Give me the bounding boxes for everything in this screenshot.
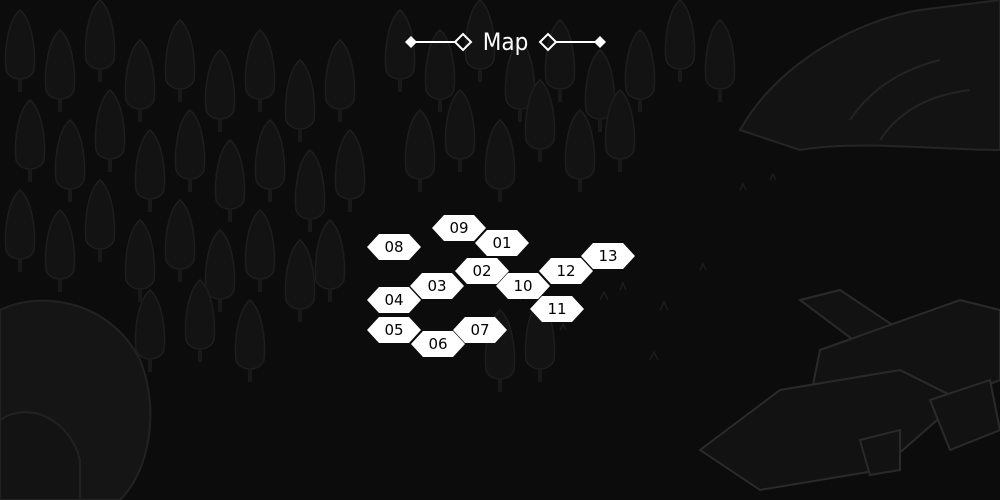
level-label: 09 (449, 219, 469, 237)
level-node-07[interactable]: 07 (453, 317, 507, 343)
hexagon-icon (475, 230, 529, 256)
level-node-12[interactable]: 12 (539, 258, 593, 284)
level-node-05[interactable]: 05 (367, 317, 421, 343)
level-label: 02 (472, 262, 492, 280)
level-label: 11 (547, 300, 567, 318)
level-label: 03 (427, 277, 447, 295)
hexagon-icon (581, 243, 635, 269)
hexagon-icon (411, 331, 465, 357)
hexagon-icon (432, 215, 486, 241)
level-label: 06 (428, 335, 448, 353)
level-label: 04 (384, 291, 404, 309)
left-diamond-ornament-icon (405, 32, 473, 52)
level-node-02[interactable]: 02 (455, 258, 509, 284)
level-node-04[interactable]: 04 (367, 287, 421, 313)
level-label: 08 (384, 238, 404, 256)
level-node-08[interactable]: 08 (367, 234, 421, 260)
level-label: 12 (556, 262, 576, 280)
level-label: 07 (470, 321, 490, 339)
hexagon-icon (455, 258, 509, 284)
level-node-01[interactable]: 01 (475, 230, 529, 256)
level-label: 10 (513, 277, 533, 295)
map-title-bar: Map (403, 26, 608, 58)
hexagon-icon (530, 296, 584, 322)
level-label: 05 (384, 321, 404, 339)
level-node-09[interactable]: 09 (432, 215, 486, 241)
page-title: Map (482, 28, 529, 56)
hexagon-icon (496, 273, 550, 299)
hexagon-icon (539, 258, 593, 284)
level-node-13[interactable]: 13 (581, 243, 635, 269)
right-diamond-ornament-icon (538, 32, 606, 52)
hexagon-icon (367, 234, 421, 260)
level-node-10[interactable]: 10 (496, 273, 550, 299)
hexagon-icon (453, 317, 507, 343)
hexagon-icon (410, 273, 464, 299)
hexagon-icon (367, 317, 421, 343)
level-node-06[interactable]: 06 (411, 331, 465, 357)
level-node-11[interactable]: 11 (530, 296, 584, 322)
hexagon-icon (367, 287, 421, 313)
level-label: 13 (598, 247, 618, 265)
level-label: 01 (492, 234, 512, 252)
level-node-03[interactable]: 03 (410, 273, 464, 299)
